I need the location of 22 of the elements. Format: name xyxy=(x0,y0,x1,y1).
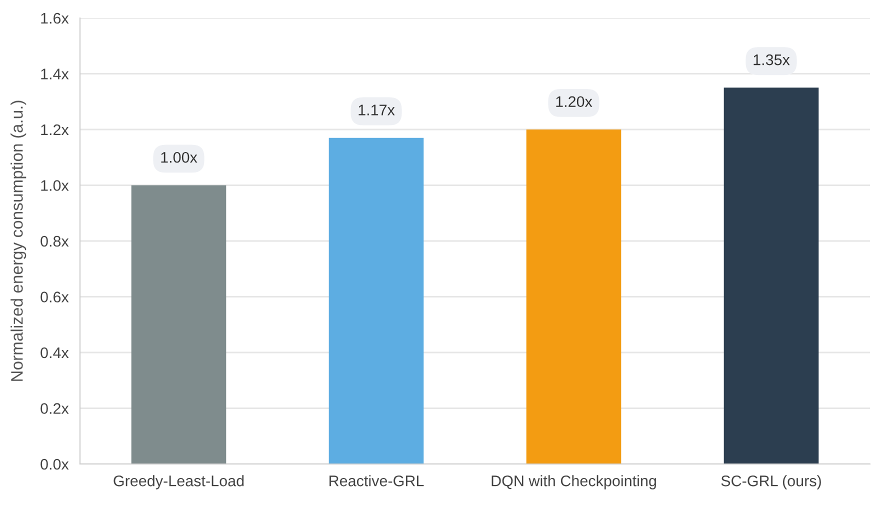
bar xyxy=(526,130,622,464)
bar xyxy=(328,138,424,464)
data-label: 1.35x xyxy=(754,54,790,66)
x-tick-label: SC-GRL (ours) xyxy=(721,475,821,490)
data-label: 1.00x xyxy=(161,152,198,163)
y-tick-label: 0.8x xyxy=(40,236,69,247)
y-tick-label: 1.0x xyxy=(41,180,69,191)
data-label: 1.17x xyxy=(358,104,395,116)
x-tick-label: Reactive-GRL xyxy=(330,475,424,486)
y-tick-label: 1.6x xyxy=(41,12,69,24)
y-tick-label: 0.0x xyxy=(40,458,69,470)
y-tick-label: 0.6x xyxy=(40,292,69,302)
bar xyxy=(131,185,226,464)
y-tick-label: 0.4x xyxy=(40,347,69,358)
x-tick-label: DQN with Checkpointing xyxy=(492,475,656,490)
x-tick-label: Greedy-Least-Load xyxy=(114,475,244,490)
y-tick-label: 1.2x xyxy=(41,124,69,136)
y-axis-title: Normalized energy consumption (a.u.) xyxy=(10,100,26,381)
data-label: 1.20x xyxy=(556,96,592,108)
y-tick-label: 0.2x xyxy=(40,403,69,414)
bar xyxy=(724,88,819,464)
y-tick-label: 1.4x xyxy=(41,68,69,80)
